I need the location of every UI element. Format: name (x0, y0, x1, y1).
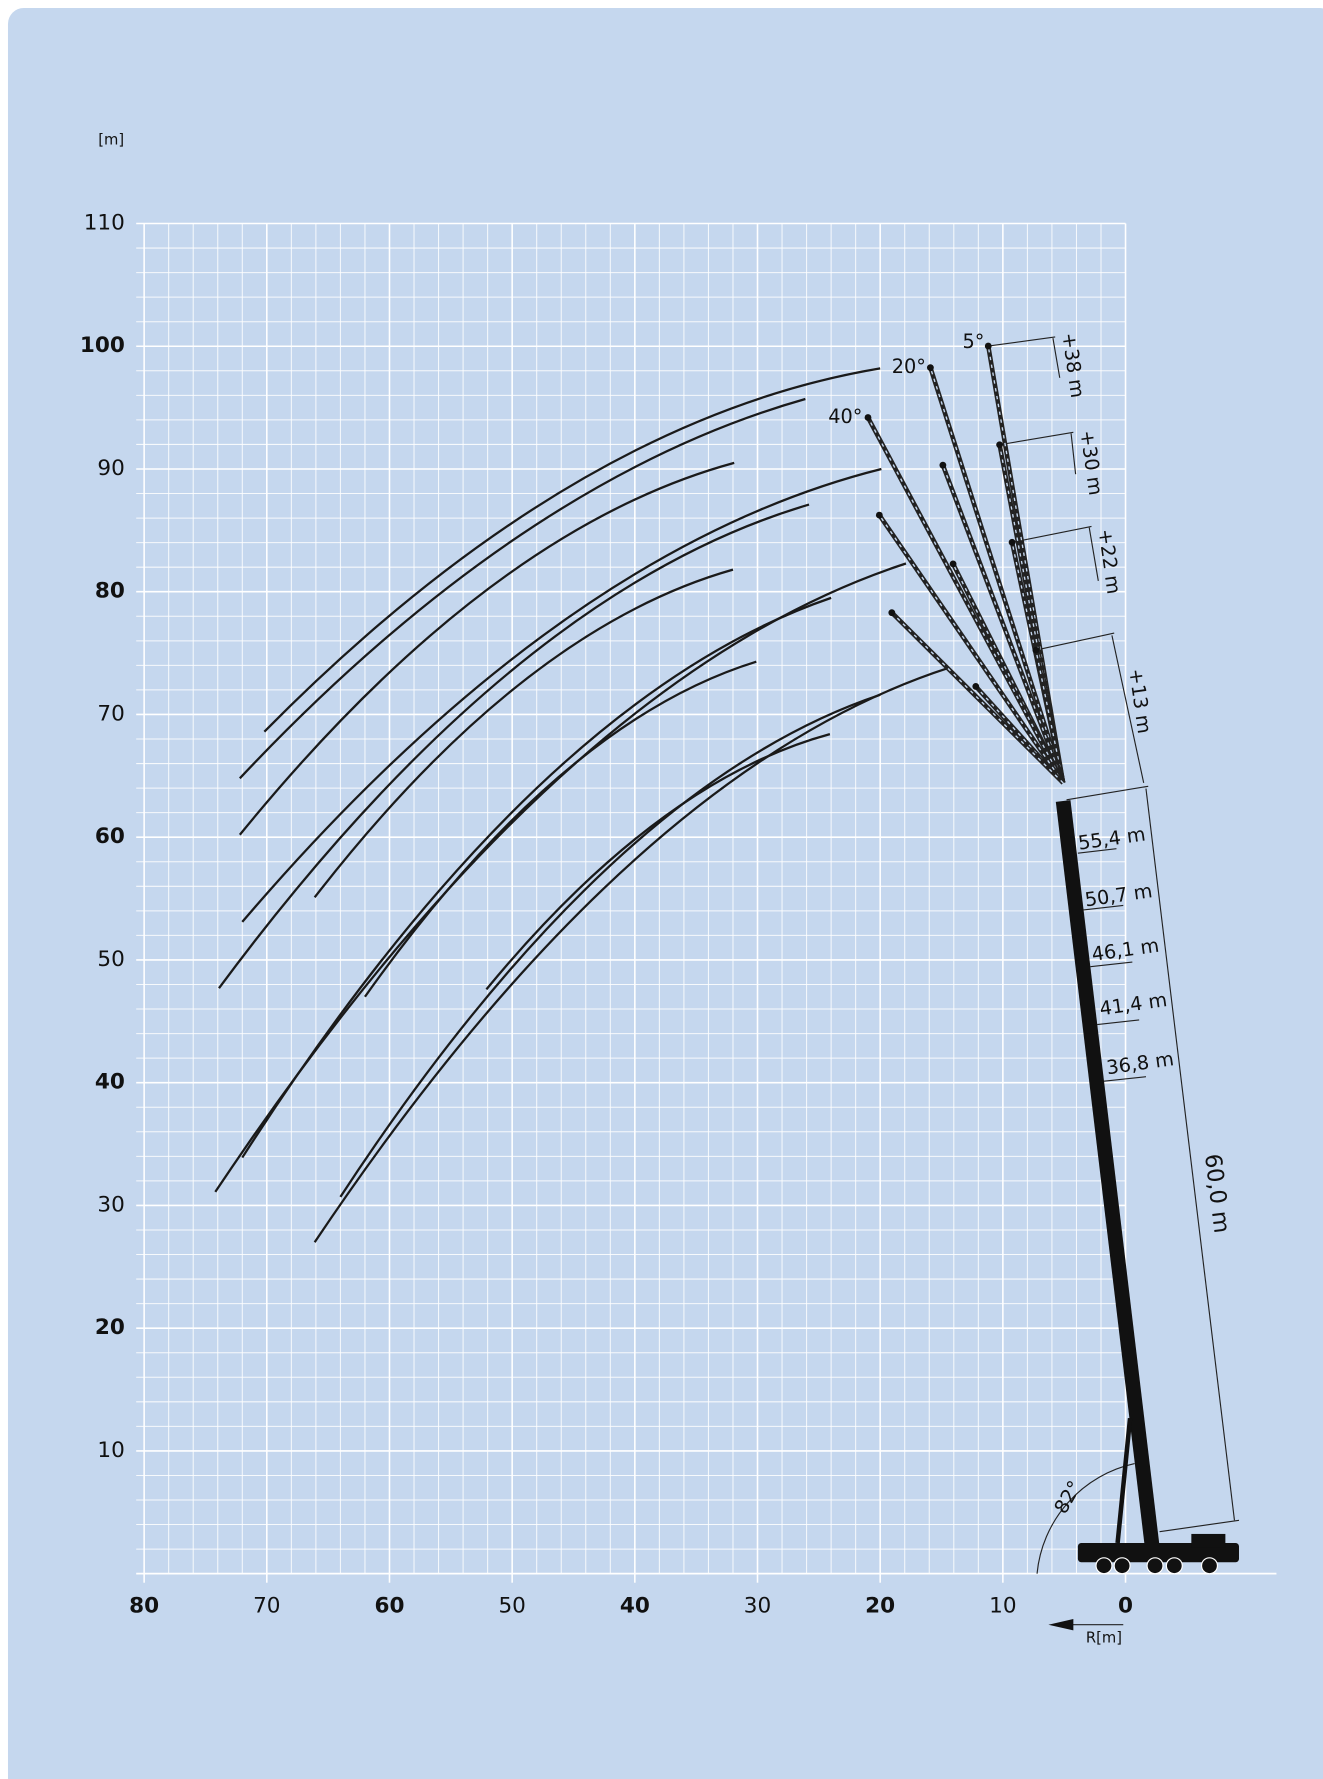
y-tick-label: 80 (95, 579, 125, 604)
angle-arc (1036, 1463, 1135, 1574)
annotation: 40° (828, 405, 862, 428)
jib-tip (888, 609, 896, 617)
range-curve (339, 693, 881, 1198)
range-curve (263, 367, 881, 733)
y-tick-label: 110 (84, 211, 125, 236)
range-curve (218, 503, 810, 989)
panel (7, 7, 1323, 1779)
dimension-line (988, 336, 1056, 347)
x-tick-label: 60 (374, 1594, 404, 1619)
y-tick-label: 100 (80, 333, 125, 358)
cab (1191, 1533, 1226, 1548)
y-tick-label: 10 (97, 1438, 124, 1463)
dimension-line (1066, 785, 1149, 801)
dimension-line (999, 431, 1074, 446)
jib-lattice (929, 367, 1064, 784)
range-curve (238, 461, 735, 836)
jib-tip (864, 414, 872, 421)
dimension-line (1035, 632, 1115, 651)
jib-tip (926, 364, 934, 372)
x-tick-label: 50 (498, 1594, 525, 1619)
dimension-line (1145, 788, 1236, 1521)
jib-tip (972, 683, 980, 690)
y-tick-label: 70 (97, 701, 124, 726)
wheel (1113, 1557, 1131, 1575)
jib-tip (984, 342, 992, 350)
annotation: 5° (963, 330, 985, 353)
dimension-line (1011, 525, 1092, 543)
range-curve (238, 397, 806, 780)
luffing-cylinder (1115, 1417, 1133, 1544)
range-curve (313, 666, 950, 1243)
x-tick-label: 80 (129, 1594, 159, 1619)
jib-tip (996, 441, 1004, 449)
dimension-line (1159, 1519, 1240, 1533)
x-tick-label: 20 (865, 1594, 895, 1619)
jib-tip (875, 511, 883, 519)
wheel (1165, 1557, 1183, 1575)
dimension-line (1070, 433, 1077, 475)
dimension-line (1111, 635, 1145, 783)
range-curve (364, 660, 757, 998)
range-curves (214, 367, 950, 1243)
carrier (1077, 1543, 1239, 1563)
x-tick-label: 10 (989, 1594, 1016, 1619)
x-tick-label: 30 (744, 1594, 771, 1619)
y-tick-label: 40 (95, 1070, 125, 1095)
main-boom (1055, 800, 1162, 1563)
x-tick-label: 0 (1118, 1594, 1133, 1619)
y-tick-label: 60 (95, 824, 125, 849)
leader-line (1083, 904, 1124, 911)
wheel (1095, 1557, 1113, 1575)
range-curve (241, 467, 882, 923)
jib-tip (1008, 538, 1016, 546)
annotation: 20° (892, 355, 926, 378)
leader-line (1103, 1076, 1147, 1082)
jib-tip (1032, 646, 1040, 654)
x-tick-label: 40 (620, 1594, 650, 1619)
leader-line (1077, 848, 1117, 854)
arrow-head (1048, 1619, 1074, 1631)
dimension-line (1088, 527, 1099, 581)
jib-lattice (878, 514, 1064, 784)
wheel (1146, 1557, 1164, 1575)
leader-line (1097, 1019, 1140, 1026)
y-tick-label: 50 (97, 947, 124, 972)
x-tick-label: 70 (253, 1594, 280, 1619)
jib-tip (949, 560, 957, 568)
jib-lattice (942, 464, 1064, 784)
jib-lattice (975, 685, 1064, 784)
y-axis-label: [m] (98, 132, 124, 149)
y-tick-label: 30 (97, 1192, 124, 1217)
y-tick-label: 20 (95, 1315, 125, 1340)
y-tick-label: 90 (97, 456, 124, 481)
range-curve (313, 568, 734, 899)
jib-tip (939, 461, 947, 469)
leader-line (1090, 961, 1133, 968)
range-curve (241, 596, 832, 1159)
crane (864, 336, 1240, 1631)
wheel (1200, 1557, 1219, 1575)
jib-lattice (1035, 649, 1064, 783)
jib-lattice (891, 612, 1064, 784)
dimension-line (1052, 338, 1061, 378)
range-curve (485, 733, 831, 991)
x-axis-label: R[m] (1086, 1629, 1122, 1646)
jib-lattice (867, 417, 1064, 784)
